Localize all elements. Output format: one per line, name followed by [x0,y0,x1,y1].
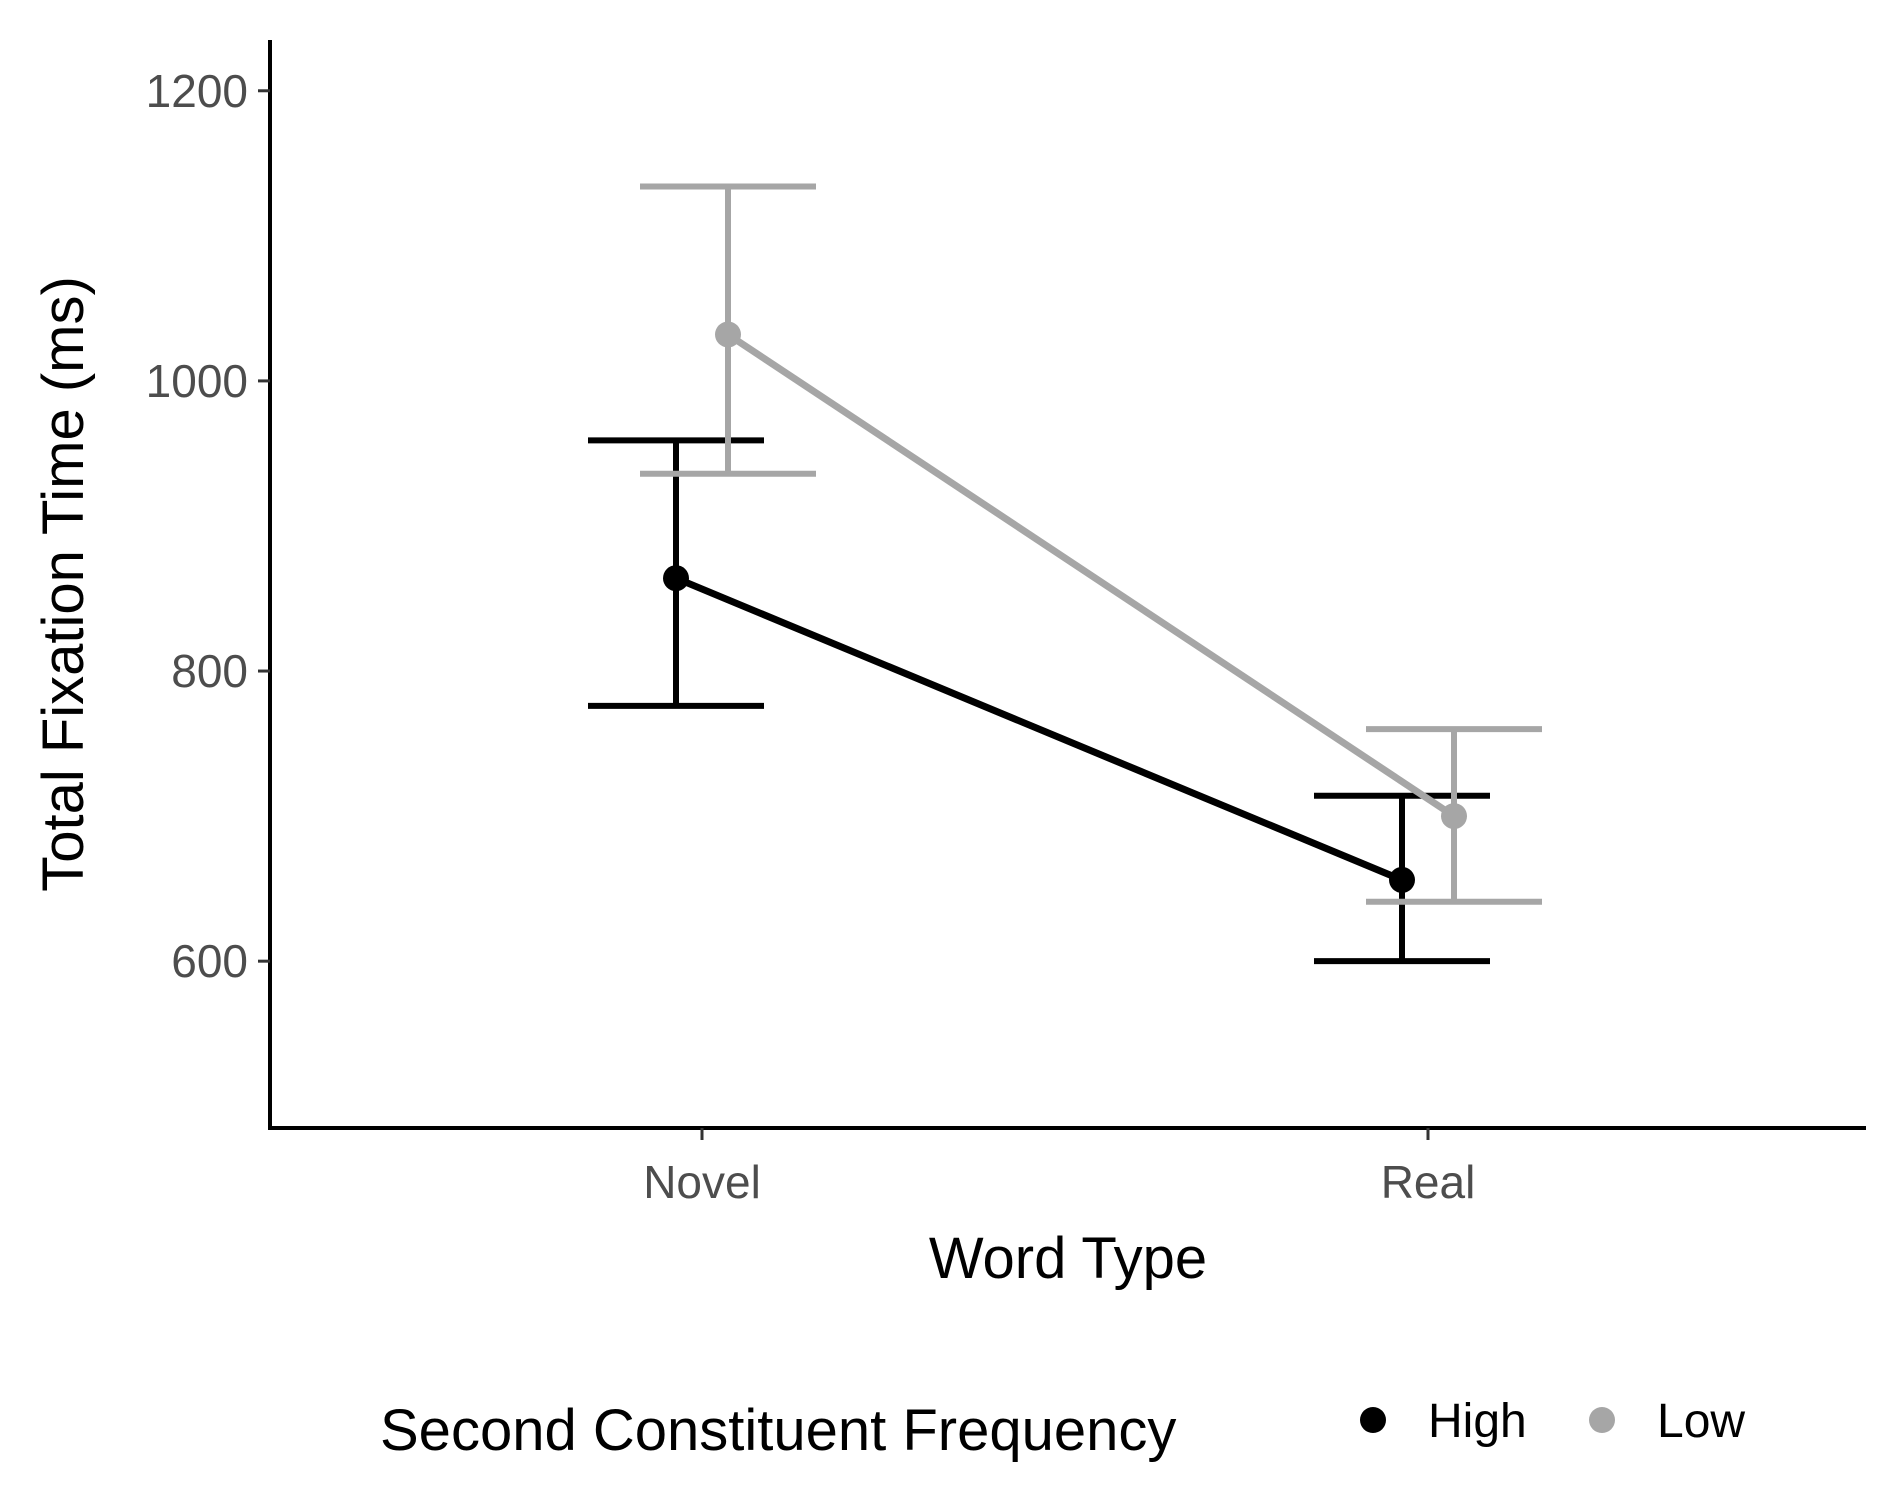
plot-marks [588,183,1542,965]
x-axis-title: Word Type [929,1226,1207,1291]
legend-label: Low [1657,1395,1745,1448]
series-line [726,331,1456,820]
series-line [674,574,1404,884]
x-ticks: Novel Real [643,1128,1475,1208]
y-tick-label: 1000 [146,355,248,407]
y-tick-label: 1200 [146,65,248,117]
y-axis-title: Total Fixation Time (ms) [31,276,96,892]
data-point [1441,803,1467,830]
legend-key [1360,1407,1386,1433]
series-high [588,437,1490,965]
legend-key [1589,1407,1615,1433]
legend-label: High [1428,1395,1527,1448]
legend: Second Constituent Frequency High Low [380,1395,1745,1463]
series-low [640,183,1542,905]
y-ticks: 600 800 1000 1200 [146,65,270,987]
y-tick-label: 800 [171,645,248,697]
legend-items: High Low [1360,1395,1745,1448]
data-point [1389,866,1415,893]
y-tick-label: 600 [171,935,248,987]
data-point [663,565,689,592]
data-point [715,321,741,348]
x-tick-label: Real [1381,1156,1476,1208]
legend-item-high: High [1360,1395,1527,1448]
legend-title: Second Constituent Frequency [380,1398,1176,1463]
legend-item-low: Low [1589,1395,1745,1448]
x-tick-label: Novel [643,1156,761,1208]
